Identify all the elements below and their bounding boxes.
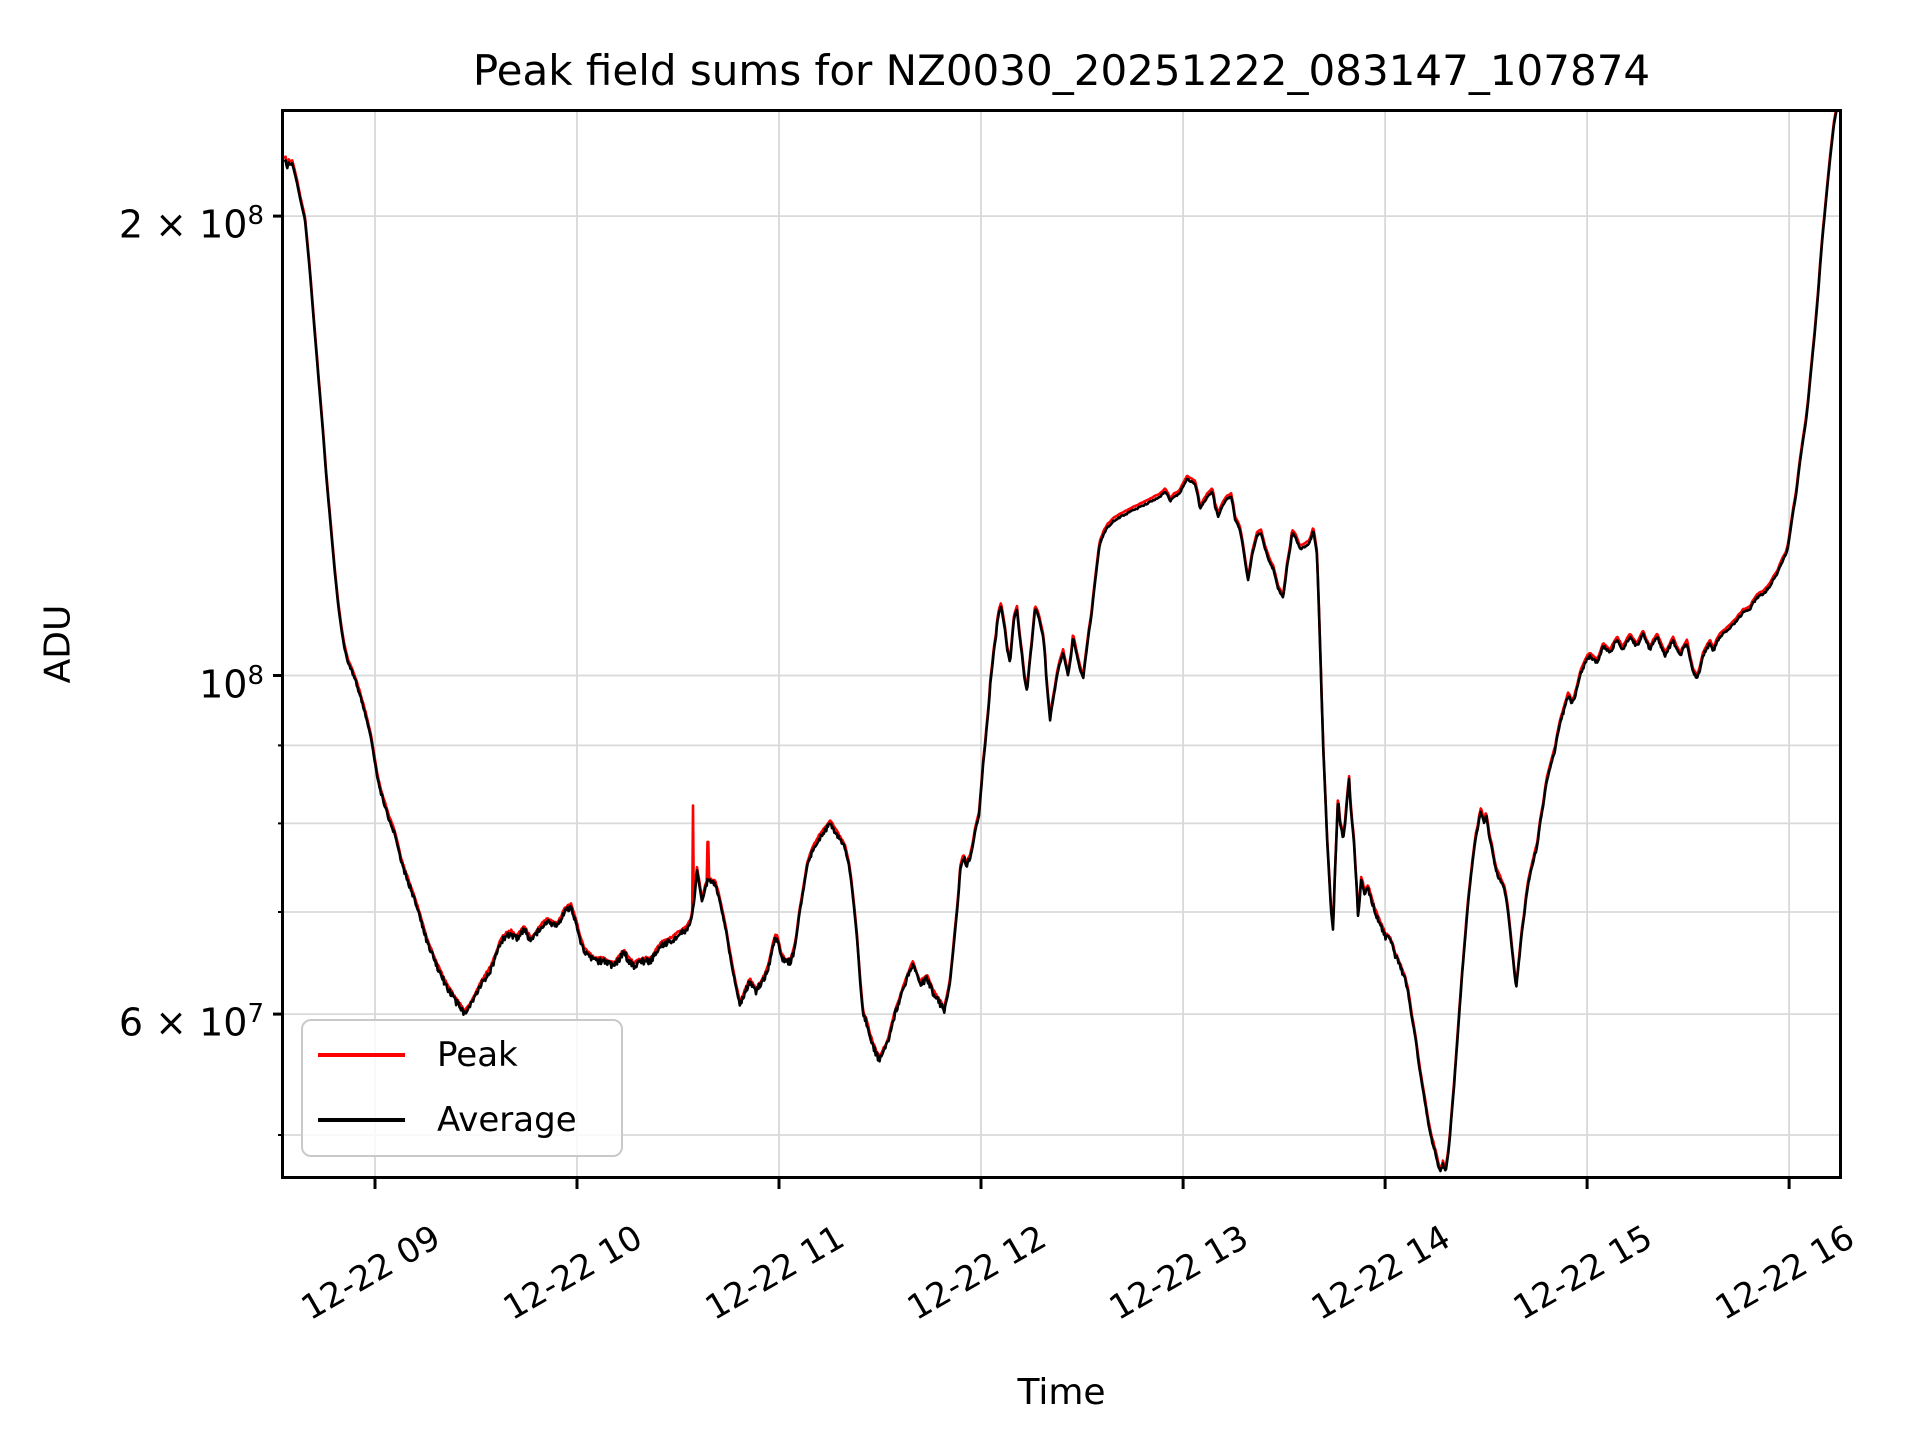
x-tick-label: 12-22 14 [1304, 1217, 1458, 1329]
legend: Peak Average [301, 1019, 623, 1157]
average-line-swatch [318, 1118, 405, 1122]
y-tick-label: 2 × 108 [118, 201, 264, 247]
x-tick-label: 12-22 15 [1506, 1217, 1660, 1329]
x-tick-label: 12-22 10 [496, 1217, 650, 1329]
legend-label-average: Average [437, 1100, 577, 1140]
plot-spine-box [281, 109, 1842, 1179]
x-tick-label: 12-22 09 [294, 1217, 448, 1329]
peak-line-swatch [318, 1053, 405, 1057]
x-tick-label: 12-22 12 [900, 1217, 1054, 1329]
x-tick-label: 12-22 16 [1708, 1217, 1862, 1329]
x-axis-label: Time [1017, 1372, 1106, 1413]
x-tick-label: 12-22 11 [698, 1217, 852, 1329]
y-tick-label: 6 × 107 [118, 999, 264, 1045]
y-tick-label: 108 [199, 660, 264, 707]
legend-label-peak: Peak [437, 1035, 518, 1075]
y-axis-label: ADU [37, 604, 79, 684]
chart-plot-svg [273, 112, 1839, 1189]
chart-title: Peak field sums for NZ0030_20251222_0831… [472, 46, 1651, 95]
average-series-line [284, 112, 1838, 1173]
x-tick-label: 12-22 13 [1102, 1217, 1256, 1329]
